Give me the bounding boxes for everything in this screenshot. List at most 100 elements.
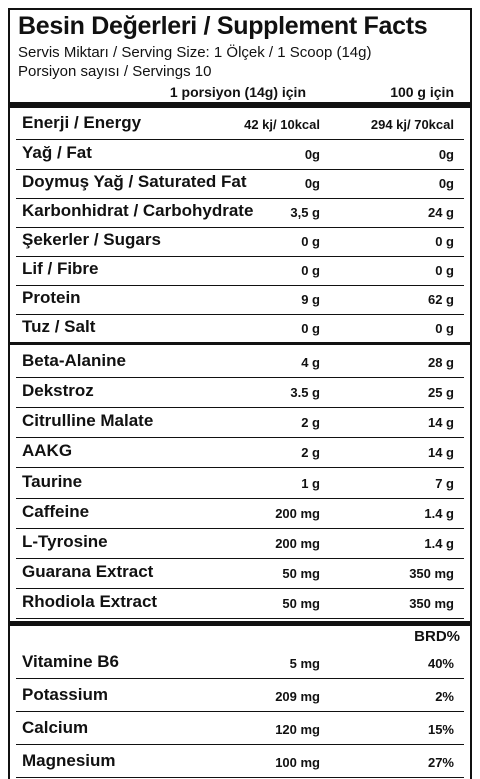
per-100g-value: 1.4 g <box>424 536 454 551</box>
row-label: Şekerler / Sugars <box>22 230 161 249</box>
row-divider <box>16 256 464 257</box>
per-100g-value: 0 g <box>435 234 454 249</box>
row-divider <box>16 528 464 529</box>
brd-value: 40% <box>427 656 454 671</box>
per-serving-value: 2 g <box>301 445 320 460</box>
brd-value: 27% <box>427 755 454 770</box>
per-serving-value: 0 g <box>301 234 320 249</box>
table-row: Guarana Extract 50 mg 350 mg <box>16 558 464 588</box>
per-100g-value: 62 g <box>427 292 454 307</box>
supplement-facts-panel <box>8 8 472 779</box>
per-serving-value: 0 g <box>301 321 320 336</box>
per-serving-header: 1 porsiyon (14g) için <box>169 84 306 100</box>
table-row: Karbonhidrat / Carbohydrate 3,5 g 24 g <box>16 197 464 227</box>
per-serving-value: 100 mg <box>275 755 320 770</box>
brd-header: BRD% <box>414 628 460 645</box>
row-label: Vitamine B6 <box>22 652 120 671</box>
per-serving-value: 3,5 g <box>290 205 320 220</box>
row-divider <box>16 588 464 589</box>
row-divider <box>16 139 464 140</box>
table-row: Şekerler / Sugars 0 g 0 g <box>16 226 464 256</box>
row-label: Karbonhidrat / Carbohydrate <box>22 201 254 220</box>
brd-value: 15% <box>427 722 454 737</box>
table-row: Rhodiola Extract 50 mg 350 mg <box>16 588 464 618</box>
panel-title: Besin Değerleri / Supplement Facts <box>18 12 428 40</box>
table-row: Dekstroz 3.5 g 25 g <box>16 377 464 407</box>
per-serving-value: 200 mg <box>275 506 320 521</box>
per-serving-value: 1 g <box>301 476 320 491</box>
per-100g-value: 14 g <box>427 415 454 430</box>
table-row: Lif / Fibre 0 g 0 g <box>16 255 464 285</box>
servings-count-text: Porsiyon sayısı / Servings 10 <box>18 63 212 80</box>
table-row: Doymuş Yağ / Saturated Fat 0g 0g <box>16 168 464 198</box>
table-row: Yağ / Fat 0g 0g <box>16 139 464 169</box>
per-100g-value: 350 mg <box>409 596 454 611</box>
row-label: L-Tyrosine <box>22 532 108 551</box>
row-label: Taurine <box>22 472 83 491</box>
row-label: Doymuş Yağ / Saturated Fat <box>22 172 247 191</box>
per-serving-value: 4 g <box>301 355 320 370</box>
table-row: Beta-Alanine 4 g 28 g <box>16 347 464 377</box>
row-divider <box>16 285 464 286</box>
row-label: Tuz / Salt <box>22 317 96 336</box>
row-label: Potassium <box>22 685 108 704</box>
per-serving-value: 0g <box>304 147 320 162</box>
table-row: Calcium 120 mg 15% <box>16 714 464 744</box>
table-row: Magnesium 100 mg 27% <box>16 747 464 777</box>
per-serving-value: 50 mg <box>282 596 320 611</box>
per-100g-value: 0g <box>438 147 454 162</box>
table-row: Taurine 1 g 7 g <box>16 468 464 498</box>
per-100g-value: 7 g <box>435 476 454 491</box>
header-divider <box>8 102 472 108</box>
table-row: Protein 9 g 62 g <box>16 284 464 314</box>
table-row: Citrulline Malate 2 g 14 g <box>16 407 464 437</box>
per-serving-value: 0 g <box>301 263 320 278</box>
row-label: Caffeine <box>22 502 90 521</box>
row-divider <box>16 198 464 199</box>
per-serving-value: 50 mg <box>282 566 320 581</box>
per-serving-value: 5 mg <box>289 656 320 671</box>
per-serving-value: 200 mg <box>275 536 320 551</box>
row-divider <box>16 711 464 712</box>
row-divider <box>16 678 464 679</box>
row-divider <box>16 498 464 499</box>
table-row: Enerji / Energy 42 kj/ 10kcal 294 kj/ 70kc… <box>16 109 464 139</box>
per-serving-value: 0g <box>304 176 320 191</box>
table-row: Caffeine 200 mg 1.4 g <box>16 498 464 528</box>
table-row: AAKG 2 g 14 g <box>16 437 464 467</box>
row-divider <box>16 343 464 344</box>
row-label: Citrulline Malate <box>22 411 154 430</box>
row-divider <box>16 618 464 619</box>
row-divider <box>16 407 464 408</box>
per-serving-value: 2 g <box>301 415 320 430</box>
row-label: Yağ / Fat <box>22 143 92 162</box>
row-divider <box>16 777 464 778</box>
row-divider <box>16 437 464 438</box>
per-serving-value: 120 mg <box>275 722 320 737</box>
per-serving-value: 9 g <box>301 292 320 307</box>
row-label: Magnesium <box>22 751 116 770</box>
row-divider <box>16 558 464 559</box>
per-100g-value: 0 g <box>435 263 454 278</box>
table-row: Vitamine B6 5 mg 40% <box>16 648 464 678</box>
per-100g-value: 350 mg <box>409 566 454 581</box>
row-divider <box>16 467 464 468</box>
table-row: L-Tyrosine 200 mg 1.4 g <box>16 528 464 558</box>
per-100g-header: 100 g için <box>390 84 454 100</box>
serving-size-text: Servis Miktarı / Serving Size: 1 Ölçek /… <box>18 44 372 61</box>
row-label: Protein <box>22 288 81 307</box>
per-100g-value: 0 g <box>435 321 454 336</box>
table-row: Potassium 209 mg 2% <box>16 681 464 711</box>
per-serving-value: 42 kj/ 10kcal <box>244 117 320 132</box>
row-divider <box>16 314 464 315</box>
row-divider <box>16 744 464 745</box>
row-label: Calcium <box>22 718 89 737</box>
per-100g-value: 28 g <box>427 355 454 370</box>
row-label: Enerji / Energy <box>22 113 142 132</box>
row-label: Dekstroz <box>22 381 94 400</box>
per-serving-value: 3.5 g <box>290 385 320 400</box>
row-label: Guarana Extract <box>22 562 154 581</box>
row-label: Lif / Fibre <box>22 259 99 278</box>
section-divider <box>8 621 472 626</box>
per-serving-value: 209 mg <box>275 689 320 704</box>
